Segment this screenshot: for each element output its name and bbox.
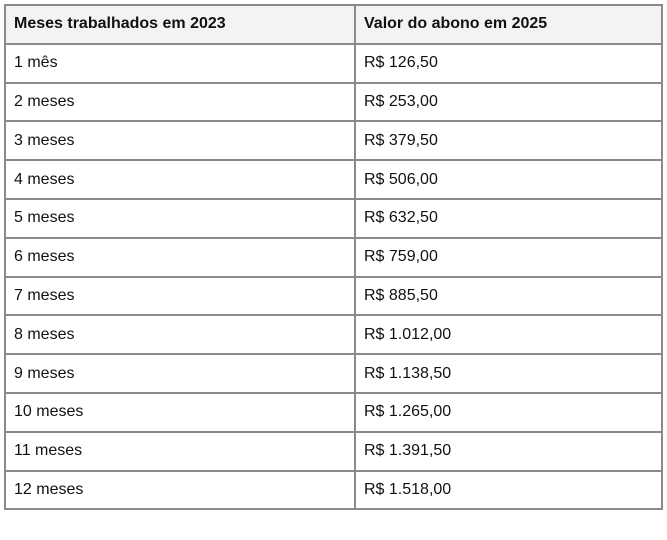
months-cell: 11 meses	[4, 430, 356, 472]
months-cell: 6 meses	[4, 236, 356, 278]
value-cell: R$ 379,50	[354, 120, 663, 162]
months-cell: 9 meses	[4, 353, 356, 394]
value-cell: R$ 1.138,50	[354, 353, 663, 394]
months-cell: 1 mês	[4, 42, 356, 84]
value-cell: R$ 126,50	[354, 42, 663, 84]
table-row: 12 meses R$ 1.518,00	[4, 469, 663, 511]
months-cell: 12 meses	[4, 469, 356, 511]
value-cell: R$ 1.391,50	[354, 430, 663, 472]
months-cell: 3 meses	[4, 120, 356, 162]
table-row: 2 meses R$ 253,00	[4, 81, 663, 123]
table-row: 7 meses R$ 885,50	[4, 275, 663, 317]
table-row: 3 meses R$ 379,50	[4, 120, 663, 162]
value-cell: R$ 1.012,00	[354, 314, 663, 356]
header-months: Meses trabalhados em 2023	[4, 4, 356, 45]
table-row: 10 meses R$ 1.265,00	[4, 391, 663, 433]
months-cell: 2 meses	[4, 81, 356, 123]
value-cell: R$ 1.265,00	[354, 391, 663, 433]
header-row: Meses trabalhados em 2023 Valor do abono…	[4, 4, 663, 45]
value-cell: R$ 253,00	[354, 81, 663, 123]
table-row: 8 meses R$ 1.012,00	[4, 314, 663, 356]
value-cell: R$ 632,50	[354, 197, 663, 239]
months-cell: 4 meses	[4, 159, 356, 200]
value-cell: R$ 1.518,00	[354, 469, 663, 511]
table-row: 6 meses R$ 759,00	[4, 236, 663, 278]
months-cell: 7 meses	[4, 275, 356, 317]
table-row: 4 meses R$ 506,00	[4, 159, 663, 200]
months-cell: 5 meses	[4, 197, 356, 239]
months-cell: 10 meses	[4, 391, 356, 433]
header-value: Valor do abono em 2025	[354, 4, 663, 45]
table-row: 9 meses R$ 1.138,50	[4, 353, 663, 394]
table-row: 11 meses R$ 1.391,50	[4, 430, 663, 472]
value-cell: R$ 759,00	[354, 236, 663, 278]
abono-table: Meses trabalhados em 2023 Valor do abono…	[4, 4, 663, 511]
value-cell: R$ 885,50	[354, 275, 663, 317]
value-cell: R$ 506,00	[354, 159, 663, 200]
table-row: 1 mês R$ 126,50	[4, 42, 663, 84]
months-cell: 8 meses	[4, 314, 356, 356]
table-row: 5 meses R$ 632,50	[4, 197, 663, 239]
